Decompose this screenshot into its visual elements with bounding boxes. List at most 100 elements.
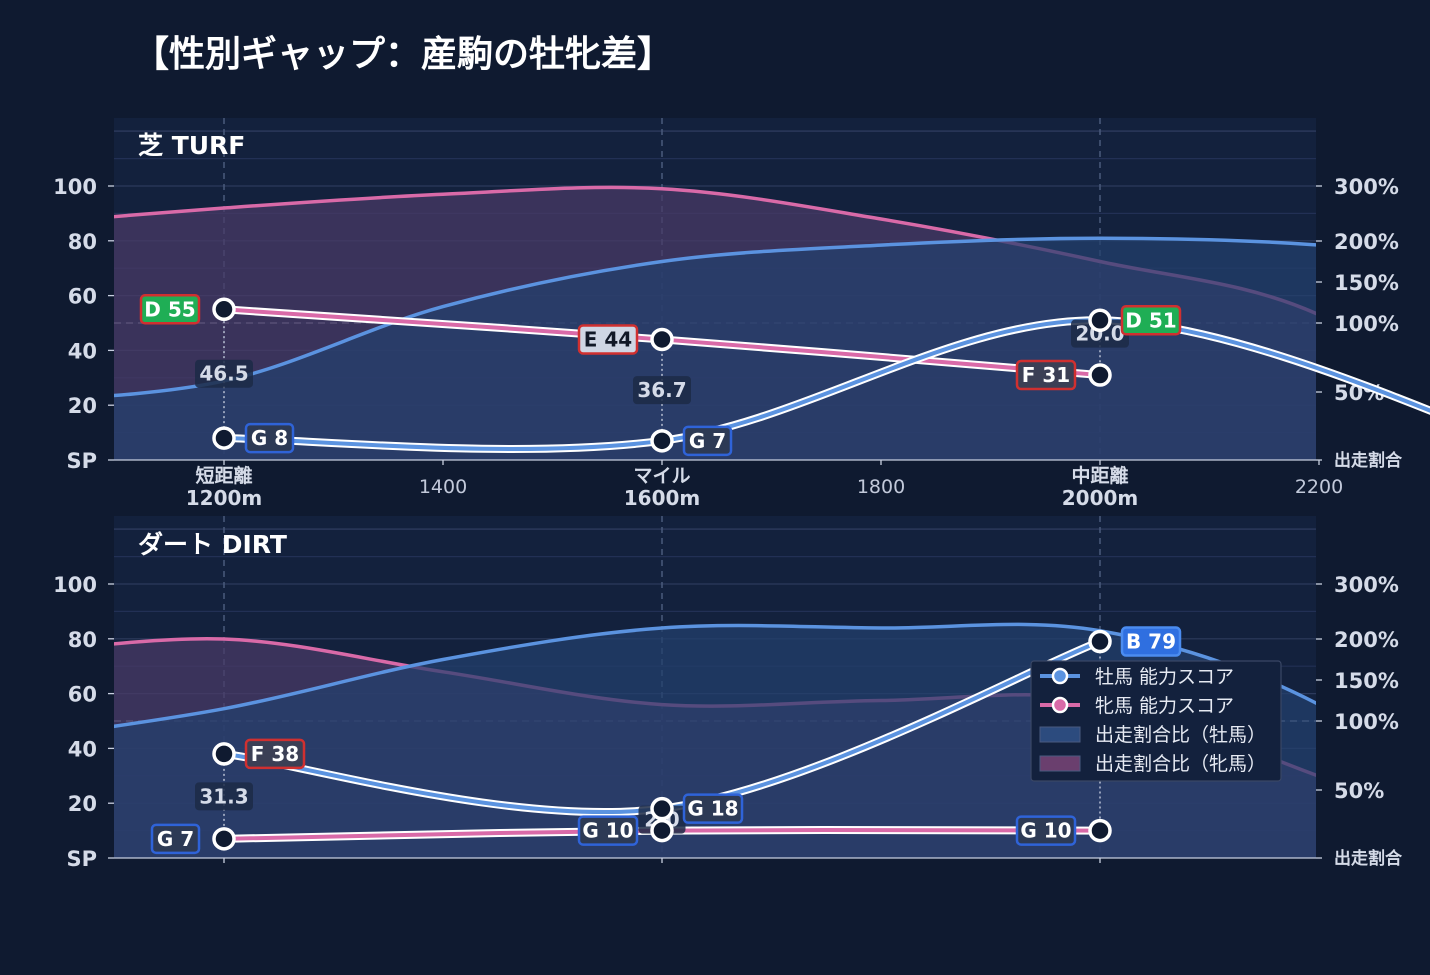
score-point xyxy=(1088,629,1112,654)
y-tick-label: 80 xyxy=(68,230,97,254)
x-tick-category-label: マイル xyxy=(633,465,690,487)
y2-tick-label: 50% xyxy=(1334,779,1384,803)
gap-label-box xyxy=(633,376,691,405)
male-score-line xyxy=(222,318,1430,451)
y2-tick-label: 100% xyxy=(1334,312,1399,336)
legend-female-score-label: 牝馬 能力スコア xyxy=(1095,695,1234,717)
grade-badge: G 10 xyxy=(577,815,639,846)
plot-content xyxy=(114,185,1316,460)
chart-title: 【性別ギャップ：産駒の牡牝差】 xyxy=(133,34,673,75)
grade-badge-box xyxy=(244,738,306,770)
y-tick-label: SP xyxy=(66,847,97,871)
legend-box xyxy=(1030,660,1282,782)
grade-badge-label: D 55 xyxy=(144,297,195,321)
score-point xyxy=(1088,363,1112,387)
y2-tick-label: 出走割合 xyxy=(1334,450,1403,471)
x-tick-category-label: 短距離 xyxy=(195,464,252,487)
x-tick-distance-label: 2000m xyxy=(1062,486,1139,510)
grade-badge-box xyxy=(682,425,733,457)
grade-badge-label: G 10 xyxy=(582,819,633,843)
legend-male-score-label: 牡馬 能力スコア xyxy=(1095,666,1234,688)
legend-male-ratio-label: 出走割合比（牡馬） xyxy=(1095,724,1266,746)
legend-male-score-marker xyxy=(1051,667,1069,685)
y-tick-label: 40 xyxy=(68,737,97,761)
gap-label-box xyxy=(195,359,253,388)
grade-badge: G 10 xyxy=(1015,815,1077,846)
y2-tick-label: 150% xyxy=(1334,271,1399,295)
grade-badge-label: E 44 xyxy=(584,327,632,351)
y-tick-label: 40 xyxy=(68,339,97,363)
panel-title: ダート DIRT xyxy=(138,530,287,559)
y-tick-label: 80 xyxy=(68,628,97,652)
grade-badge: E 44 xyxy=(577,324,639,355)
grade-badge-label: B 79 xyxy=(1126,630,1176,654)
grade-badge: G 7 xyxy=(150,823,201,855)
y-tick-label: 60 xyxy=(68,683,97,707)
male-ratio-area-line xyxy=(114,622,1316,729)
y-tick-label: 100 xyxy=(53,175,97,199)
y-tick-label: 100 xyxy=(53,573,97,597)
x-tick-label: 2200 xyxy=(1295,476,1343,498)
y-tick-label: SP xyxy=(66,449,97,473)
grade-badge-box xyxy=(139,294,201,325)
gap-label-box xyxy=(1071,319,1129,348)
score-point xyxy=(212,297,236,322)
score-point xyxy=(212,827,236,851)
y2-tick-label: 150% xyxy=(1334,669,1399,693)
grade-badge: G 7 xyxy=(682,425,733,457)
x-tick-distance-label: 1600m xyxy=(624,486,701,510)
legend-male-ratio-swatch xyxy=(1039,726,1081,743)
grade-badge: D 55 xyxy=(139,294,201,325)
grade-badge-box xyxy=(150,823,201,855)
grade-badge-box xyxy=(1015,815,1077,846)
grade-badge-box xyxy=(1120,305,1182,336)
x-tick-label: 1800 xyxy=(857,476,905,498)
grade-badge-label: G 7 xyxy=(689,429,726,453)
grade-badge-label: D 51 xyxy=(1125,308,1176,332)
score-point xyxy=(1088,308,1112,333)
grade-badge-box xyxy=(577,815,639,846)
grade-badge: B 79 xyxy=(1120,626,1182,657)
score-point xyxy=(1088,818,1112,843)
x-tick-category-label: 中距離 xyxy=(1071,464,1128,487)
grade-badge-label: F 31 xyxy=(1022,363,1070,387)
score-point xyxy=(650,796,674,821)
gap-label: 46.5 xyxy=(199,362,248,386)
score-point xyxy=(650,818,674,843)
x-tick-label: 1400 xyxy=(419,476,467,498)
y-tick-label: 20 xyxy=(68,394,97,418)
grade-badge-box xyxy=(1015,359,1077,391)
grade-badge-label: G 10 xyxy=(1020,819,1071,843)
male-ratio-area xyxy=(114,238,1316,460)
grade-badge-label: G 7 xyxy=(157,827,194,851)
y2-tick-label: 100% xyxy=(1334,710,1399,734)
grade-badge: D 51 xyxy=(1120,305,1182,336)
score-point xyxy=(650,327,674,352)
grade-badge-label: G 18 xyxy=(687,797,738,821)
score-point xyxy=(212,742,236,766)
grade-badge-label: F 38 xyxy=(251,742,299,766)
grade-badge: F 38 xyxy=(244,738,306,770)
grade-badge-box xyxy=(682,793,744,824)
gap-label: 31.3 xyxy=(199,784,248,808)
grade-badge-box xyxy=(244,422,295,454)
grade-badge: F 31 xyxy=(1015,359,1077,391)
grade-badge: G 8 xyxy=(244,422,295,454)
dirt-panel: ダート DIRT SP 20 40 60 80 100 300% 200% 150% 100% 50%… xyxy=(53,516,1403,871)
y-tick-label: 20 xyxy=(68,792,97,816)
legend-female-ratio-label: 出走割合比（牝馬） xyxy=(1095,753,1266,775)
grade-badge-box xyxy=(577,324,639,355)
legend-female-ratio-swatch xyxy=(1039,755,1081,772)
y-tick-label: 60 xyxy=(68,285,97,309)
male-ratio-area-line xyxy=(114,236,1316,398)
panel-title: 芝 TURF xyxy=(138,131,245,160)
grade-badge: G 18 xyxy=(682,793,744,824)
gap-label: 36.7 xyxy=(637,378,686,402)
score-point xyxy=(212,426,236,450)
gap-label-box xyxy=(195,782,253,811)
y2-tick-label: 200% xyxy=(1334,628,1399,652)
x-tick-distance-label: 1200m xyxy=(186,486,263,510)
